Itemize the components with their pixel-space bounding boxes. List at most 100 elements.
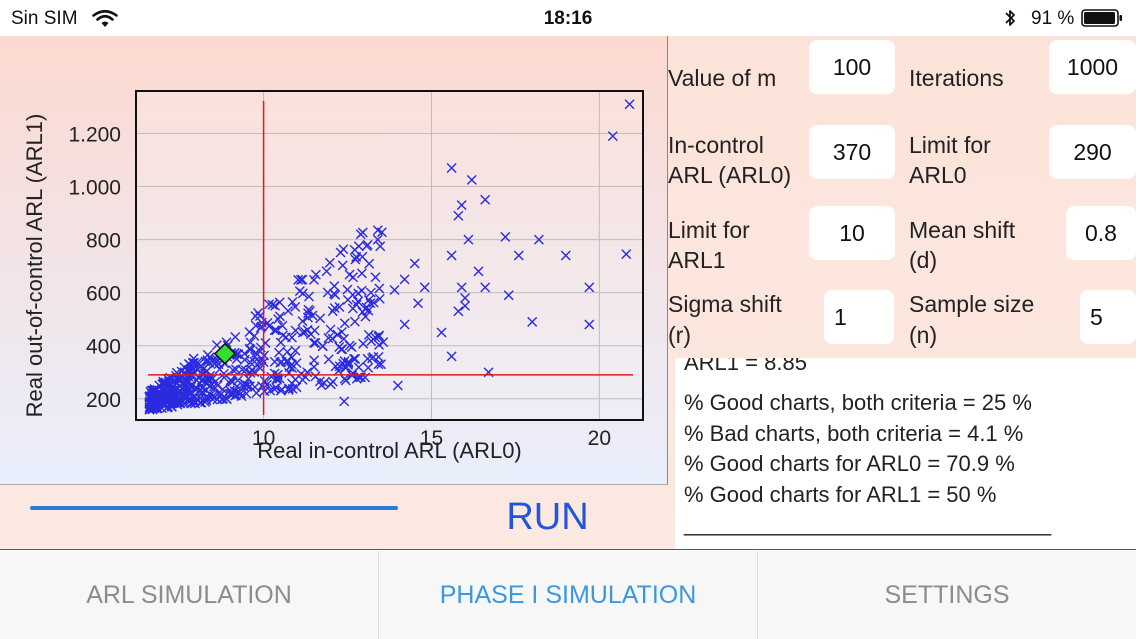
battery-percent: 91 % <box>1031 8 1075 29</box>
data-point <box>363 362 374 373</box>
data-point <box>283 385 294 396</box>
y-tick-label: 600 <box>86 283 121 306</box>
data-point <box>473 266 484 277</box>
tab-settings[interactable]: SETTINGS <box>884 580 1010 609</box>
data-point <box>352 296 363 307</box>
data-point <box>188 353 199 364</box>
data-point <box>253 307 264 318</box>
data-point <box>271 374 282 385</box>
data-point <box>297 327 308 338</box>
data-point <box>527 316 538 327</box>
tab-divider <box>378 551 379 639</box>
data-point <box>296 368 307 379</box>
arl0-label-line2: ARL (ARL0) <box>668 162 792 188</box>
data-point <box>269 356 280 367</box>
phase-simulation-screen: 10 15 20 200 400 600 800 1.000 1.200 Real in-cont… <box>0 36 1136 550</box>
data-point <box>245 367 256 378</box>
data-point <box>239 354 250 365</box>
x-tick-label: 10 <box>252 427 275 450</box>
m-label: Value of m <box>668 65 777 91</box>
data-point <box>373 331 384 342</box>
data-point <box>503 290 514 301</box>
data-point <box>453 210 464 221</box>
data-point <box>584 319 595 330</box>
wifi-icon <box>92 10 118 27</box>
data-point <box>290 345 301 356</box>
tab-phase-simulation[interactable]: PHASE I SIMULATION <box>439 580 697 609</box>
data-point <box>217 384 228 395</box>
data-point <box>260 338 271 349</box>
run-button[interactable]: RUN <box>506 495 589 538</box>
data-point <box>256 353 267 364</box>
data-point <box>376 227 387 238</box>
data-point <box>218 368 229 379</box>
y-tick-label: 1.000 <box>68 177 121 200</box>
x-axis-label: Real in-control ARL (ARL0) <box>257 438 522 463</box>
data-point <box>513 250 524 261</box>
data-point <box>621 249 632 260</box>
data-point <box>327 376 338 387</box>
data-point <box>349 316 360 327</box>
iterations-input[interactable]: 1000 <box>1049 40 1136 94</box>
data-point <box>624 99 635 110</box>
data-point <box>230 364 241 375</box>
y-axis-label: Real out-of-control ARL (ARL1) <box>22 114 47 418</box>
data-point <box>329 302 340 313</box>
data-point <box>230 331 241 342</box>
data-point <box>243 373 254 384</box>
data-point <box>325 324 336 335</box>
sigma-shift-input[interactable]: 1 <box>824 290 894 344</box>
result-line: % Good charts for ARL0 = 70.9 % <box>684 451 1015 476</box>
data-point <box>389 284 400 295</box>
limit-arl1-input[interactable]: 10 <box>809 206 895 260</box>
data-point <box>321 266 332 277</box>
iterations-label: Iterations <box>909 65 1004 91</box>
data-point <box>250 320 261 331</box>
data-point <box>293 274 304 285</box>
data-point <box>584 282 595 293</box>
data-point <box>290 325 301 336</box>
data-point <box>362 353 373 364</box>
data-point <box>207 355 218 366</box>
battery-icon <box>1081 9 1122 27</box>
data-point <box>302 312 313 323</box>
data-point <box>283 305 294 316</box>
data-point <box>399 319 410 330</box>
data-point <box>309 362 320 372</box>
data-point <box>375 241 386 252</box>
carrier-label: Sin SIM <box>11 8 78 29</box>
data-point <box>297 274 308 285</box>
data-point <box>274 311 285 322</box>
scatter-chart: 10 15 20 200 400 600 800 1.000 1.200 Real in-cont… <box>22 90 644 463</box>
data-point <box>270 300 281 311</box>
data-point <box>343 359 354 370</box>
tab-arl-simulation[interactable]: ARL SIMULATION <box>86 580 292 609</box>
limit-arl0-input[interactable]: 290 <box>1049 125 1136 179</box>
data-point <box>362 239 373 250</box>
data-point <box>376 359 387 370</box>
data-point <box>221 393 232 404</box>
sample-size-label-line1: Sample size <box>909 291 1035 317</box>
data-point <box>392 380 403 391</box>
limit-arl0-label-line1: Limit for <box>909 132 991 158</box>
m-input[interactable]: 100 <box>809 40 895 94</box>
data-point <box>160 377 171 388</box>
data-point <box>323 354 334 365</box>
data-point <box>149 384 160 395</box>
plot-frame <box>135 90 644 421</box>
mean-shift-input[interactable]: 0.8 <box>1066 206 1136 260</box>
data-point <box>297 316 308 327</box>
data-point <box>145 391 156 402</box>
data-point <box>357 251 368 262</box>
data-point <box>273 347 284 358</box>
limit-arl1-label-line2: ARL1 <box>668 247 726 273</box>
data-point <box>336 344 347 355</box>
status-bar: Sin SIM 18:16 91 % <box>0 0 1136 36</box>
sigma-shift-label-line2: (r) <box>668 322 691 348</box>
sample-size-input[interactable]: 5 <box>1080 290 1136 344</box>
data-point <box>353 362 364 373</box>
arl0-input[interactable]: 370 <box>809 125 895 179</box>
data-point <box>145 402 156 413</box>
data-point <box>200 392 211 403</box>
data-point <box>154 380 165 391</box>
